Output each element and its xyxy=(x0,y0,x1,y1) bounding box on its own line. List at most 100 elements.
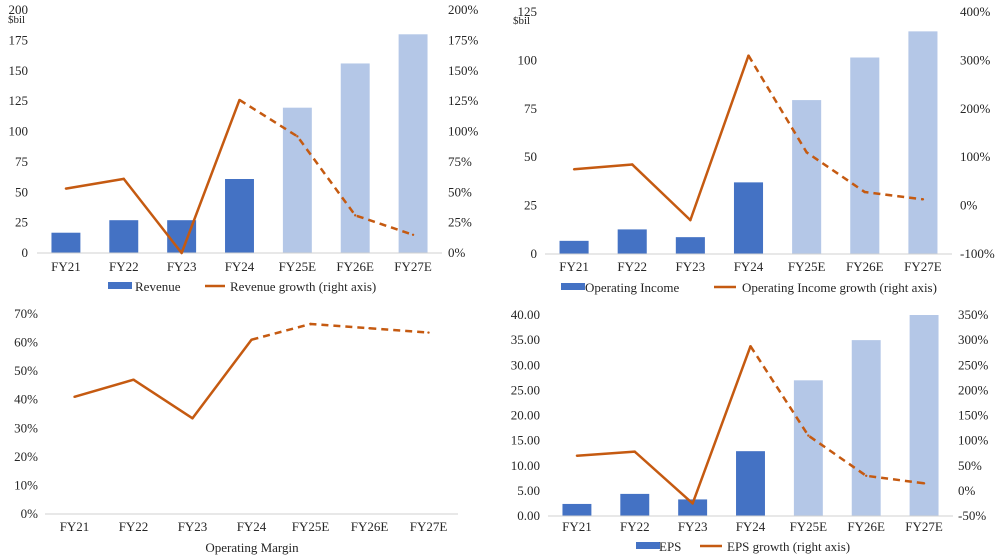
line-point-fy24 xyxy=(250,338,253,341)
bar-fy21 xyxy=(51,232,81,253)
x-axis-label: FY26E xyxy=(847,519,885,534)
chart-revenue: 0 25 50 75 100 125 150 175 200 0% 25% 50% 75% 100% 125… xyxy=(8,2,479,294)
series-line-actual xyxy=(74,338,253,420)
right-axis-tick-label: 100% xyxy=(448,124,479,139)
x-axis-label: FY21 xyxy=(562,519,592,534)
legend-bar-swatch xyxy=(108,282,132,289)
x-axis-label: FY22 xyxy=(617,259,647,274)
x-axis-label: FY23 xyxy=(678,519,708,534)
x-axis-label: FY23 xyxy=(167,259,197,274)
estimate-bar-fy27e xyxy=(909,315,939,516)
x-axis-label: FY23 xyxy=(178,519,208,534)
bar-fy22 xyxy=(617,229,647,254)
left-axis-tick-label: 10.00 xyxy=(511,458,540,473)
legend-line-label: Operating Income growth (right axis) xyxy=(742,280,937,295)
x-axis-label: FY27E xyxy=(394,259,432,274)
right-axis-tick-label: 0% xyxy=(960,198,978,213)
x-axis-label: FY25E xyxy=(788,259,826,274)
x-axis-label: FY22 xyxy=(620,519,650,534)
x-axis-label: FY26E xyxy=(336,259,374,274)
right-axis-tick-label: 150% xyxy=(448,63,479,78)
estimate-bar-fy26e xyxy=(851,340,881,516)
left-axis-tick-label: 5.00 xyxy=(517,483,540,498)
estimate-bar-fy27e xyxy=(908,31,938,254)
line-point-fy22 xyxy=(122,177,125,181)
line-point-fy22 xyxy=(132,378,135,381)
series-line-actual xyxy=(65,99,241,255)
line-point-fy25e xyxy=(805,151,808,154)
line-point-fy23 xyxy=(180,251,183,255)
line-point-fy21 xyxy=(73,395,76,399)
chart-operating-income: 0 25 50 75 100 125 -100% 0% 100% 200% 300% 400% $bil… xyxy=(513,4,995,295)
right-axis-tick-label: 250% xyxy=(958,357,989,372)
estimate-bar-fy26e xyxy=(850,57,880,254)
legend-bar-label: Revenue xyxy=(135,279,181,294)
right-axis-tick-label: 200% xyxy=(448,2,479,17)
legend-line-label: Revenue growth (right axis) xyxy=(230,279,376,294)
right-axis-tick-label: 150% xyxy=(958,408,989,423)
left-axis-tick-label: 75 xyxy=(15,154,28,169)
legend: EPS EPS growth (right axis) xyxy=(636,539,850,554)
right-axis-tick-label: 125% xyxy=(448,93,479,108)
x-axis-label: FY22 xyxy=(119,519,149,534)
left-axis-tick-label: 70% xyxy=(14,306,38,321)
left-axis-tick-label: 25.00 xyxy=(511,382,540,397)
legend-bar-label: EPS xyxy=(659,539,681,554)
left-axis-tick-label: 0 xyxy=(22,245,29,260)
line-point-fy26e xyxy=(354,214,357,217)
unit-label: $bil xyxy=(8,14,25,26)
right-axis-tick-label: 100% xyxy=(960,149,991,164)
line-point-fy21 xyxy=(572,168,576,171)
right-axis-tick-label: 0% xyxy=(448,245,466,260)
series-line-actual xyxy=(576,345,752,505)
left-axis-tick-label: 50 xyxy=(524,149,537,164)
series-line-estimate xyxy=(238,98,414,236)
line-point-fy26e xyxy=(865,474,868,477)
left-axis-tick-label: 0.00 xyxy=(517,508,540,523)
x-axis-label: FY24 xyxy=(225,259,255,274)
bar-fy21 xyxy=(562,503,592,516)
x-axis-label: FY21 xyxy=(51,259,81,274)
x-axis-label: FY24 xyxy=(237,519,267,534)
x-axis-label: FY27E xyxy=(905,519,943,534)
x-axis-label: FY25E xyxy=(292,519,330,534)
left-axis-tick-label: 175 xyxy=(9,32,29,47)
line-point-fy24 xyxy=(747,54,750,57)
line-point-fy23 xyxy=(691,502,694,505)
x-axis-label: FY21 xyxy=(559,259,589,274)
bar-fy21 xyxy=(559,240,589,254)
x-axis-label: FY24 xyxy=(736,519,766,534)
left-axis-tick-label: 100 xyxy=(9,124,29,139)
series-line-estimate xyxy=(251,322,429,341)
right-axis-tick-label: 400% xyxy=(960,4,991,19)
bar-fy24 xyxy=(225,179,254,253)
right-axis-tick-label: 300% xyxy=(958,332,989,347)
bar-fy24 xyxy=(736,451,765,516)
chart-title: Operating Margin xyxy=(205,540,299,555)
left-axis-tick-label: 50 xyxy=(15,184,28,199)
bar-fy23 xyxy=(678,499,708,516)
estimate-bar-fy25e xyxy=(792,100,822,254)
line-point-fy22 xyxy=(631,163,634,166)
right-axis-tick-label: 25% xyxy=(448,215,472,230)
line-point-fy27e xyxy=(411,233,415,236)
line-point-fy24 xyxy=(238,98,241,102)
left-axis-tick-label: 35.00 xyxy=(511,332,540,347)
x-axis-label: FY23 xyxy=(676,259,706,274)
line-point-fy26e xyxy=(863,190,866,194)
x-axis-label: FY25E xyxy=(790,519,828,534)
line-point-fy27e xyxy=(922,482,926,485)
line-point-fy24 xyxy=(749,344,752,348)
estimate-bar-fy25e xyxy=(793,380,823,516)
right-axis-tick-label: 200% xyxy=(958,382,989,397)
bar-fy24 xyxy=(733,182,764,254)
left-axis-tick-label: 100 xyxy=(518,52,538,67)
left-axis-tick-label: 60% xyxy=(14,335,38,350)
line-point-fy22 xyxy=(633,450,636,453)
left-axis-tick-label: 20% xyxy=(14,449,38,464)
left-axis-tick-label: 15.00 xyxy=(511,433,540,448)
line-point-fy26e xyxy=(368,327,371,330)
left-axis-tick-label: 25 xyxy=(524,198,537,213)
left-axis-tick-label: 20.00 xyxy=(511,408,540,423)
line-point-fy21 xyxy=(575,454,579,457)
